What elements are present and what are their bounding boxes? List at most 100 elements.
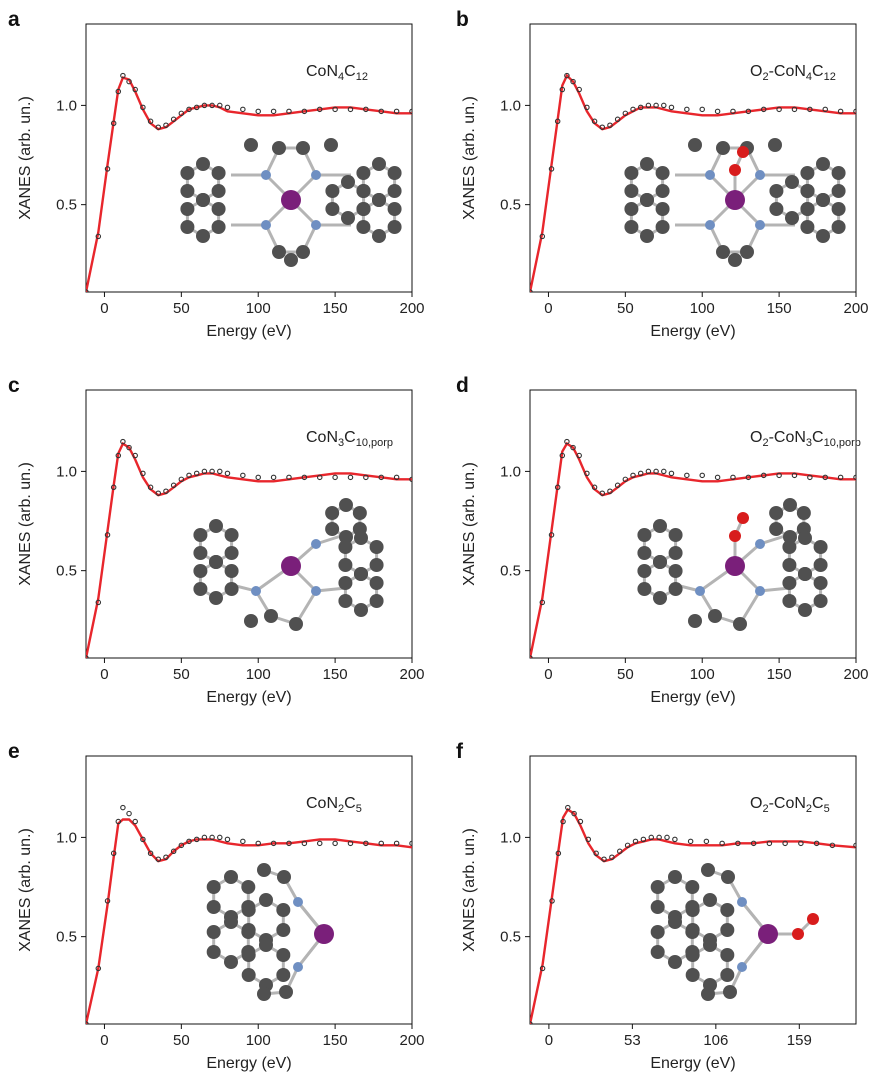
- plot-frame: [85, 23, 413, 293]
- data-point: [209, 468, 215, 475]
- x-tick-label: 50: [617, 300, 634, 317]
- data-point: [316, 106, 323, 113]
- fit-line: [86, 441, 412, 658]
- data-point: [570, 78, 576, 85]
- data-point: [120, 438, 126, 445]
- carbon-atom: [372, 157, 386, 171]
- carbon-atom: [655, 202, 670, 216]
- x-tick-label: 100: [690, 666, 715, 683]
- plot-frame: [85, 755, 413, 1025]
- data-point: [577, 818, 584, 825]
- nitrogen-atom: [311, 586, 321, 596]
- molecule-structure: [193, 498, 384, 631]
- data-point: [584, 104, 590, 111]
- carbon-atom: [209, 555, 223, 569]
- y-tick-label: 1.0: [500, 829, 521, 846]
- data-point: [126, 78, 132, 85]
- carbon-atom: [716, 245, 730, 259]
- data-point: [668, 104, 675, 111]
- data-point: [286, 108, 292, 115]
- oxygen-atom: [729, 530, 741, 542]
- carbon-atom: [354, 603, 368, 617]
- x-tick-label: 53: [624, 1032, 641, 1049]
- data-point: [703, 838, 710, 845]
- data-point: [170, 848, 177, 855]
- data-point: [637, 470, 644, 477]
- cobalt-atom: [725, 190, 745, 210]
- data-point: [614, 482, 621, 489]
- carbon-atom: [782, 594, 797, 608]
- data-point: [591, 484, 598, 491]
- x-tick-label: 50: [173, 666, 190, 683]
- data-point: [378, 840, 384, 847]
- bond: [315, 586, 347, 593]
- carbon-atom: [356, 220, 371, 234]
- carbon-atom: [338, 540, 353, 554]
- carbon-atom: [325, 522, 340, 536]
- data-point: [776, 472, 782, 479]
- x-axis-label: Energy (eV): [650, 689, 735, 706]
- carbon-atom: [372, 193, 386, 207]
- data-point: [829, 842, 836, 849]
- carbon-atom: [224, 915, 238, 929]
- data-point: [255, 474, 261, 481]
- nitrogen-atom: [737, 962, 747, 972]
- panel-a: a 0 50 100 150 200 0.5 1.0 Energy (eV) XANES (arb…: [8, 8, 425, 340]
- data-point: [699, 472, 705, 479]
- carbon-atom: [637, 528, 652, 542]
- carbon-atom: [701, 987, 715, 1001]
- y-axis-label: XANES (arb. un.): [17, 462, 34, 586]
- carbon-atom: [193, 582, 208, 596]
- x-tick-label: 200: [399, 666, 424, 683]
- data-point: [186, 838, 192, 845]
- data-point: [782, 840, 788, 847]
- carbon-atom: [356, 202, 371, 216]
- data-point: [178, 476, 185, 483]
- carbon-atom: [339, 530, 353, 544]
- panel-letter: a: [8, 8, 20, 31]
- y-tick-label: 1.0: [56, 97, 77, 114]
- data-point: [301, 474, 308, 481]
- carbon-atom: [740, 245, 754, 259]
- carbon-atom: [655, 220, 670, 234]
- carbon-atom: [259, 893, 273, 907]
- data-point: [209, 834, 215, 841]
- nitrogen-atom: [705, 170, 715, 180]
- data-point: [766, 840, 773, 847]
- carbon-atom: [276, 903, 291, 917]
- carbon-atom: [257, 987, 271, 1001]
- carbon-atom: [276, 923, 291, 937]
- y-tick-label: 0.5: [56, 197, 77, 214]
- nitrogen-atom: [311, 539, 321, 549]
- structure-label: O2-CoN4C12: [750, 63, 836, 83]
- data-point: [110, 850, 117, 857]
- carbon-atom: [668, 955, 682, 969]
- data-point: [576, 452, 582, 459]
- data-point: [661, 468, 667, 475]
- carbon-atom: [241, 968, 256, 982]
- carbon-atom: [338, 594, 353, 608]
- data-point: [837, 108, 844, 115]
- carbon-atom: [338, 576, 353, 590]
- carbon-atom: [193, 564, 208, 578]
- data-point: [155, 856, 162, 862]
- carbon-atom: [369, 576, 384, 590]
- data-point: [163, 854, 169, 860]
- data-point: [170, 482, 177, 489]
- panel-d: d 0 50 100 150 200 0.5 1.0 Energy (eV) XANES (arb…: [456, 374, 869, 706]
- carbon-atom: [769, 522, 784, 536]
- data-point: [607, 488, 613, 494]
- data-point: [217, 834, 223, 841]
- data-point: [630, 106, 636, 113]
- data-point: [193, 470, 200, 477]
- data-point: [255, 108, 261, 115]
- x-tick-label: 150: [323, 666, 348, 683]
- data-point: [201, 834, 208, 841]
- data-point: [585, 836, 592, 843]
- data-point: [332, 106, 338, 113]
- carbon-atom: [193, 546, 208, 560]
- carbon-atom: [224, 955, 238, 969]
- carbon-atom: [224, 546, 239, 560]
- data-point: [614, 116, 621, 123]
- panel-c: c 0 50 100 150 200 0.5 1.0 Energy (eV) XANES (arb…: [8, 374, 425, 706]
